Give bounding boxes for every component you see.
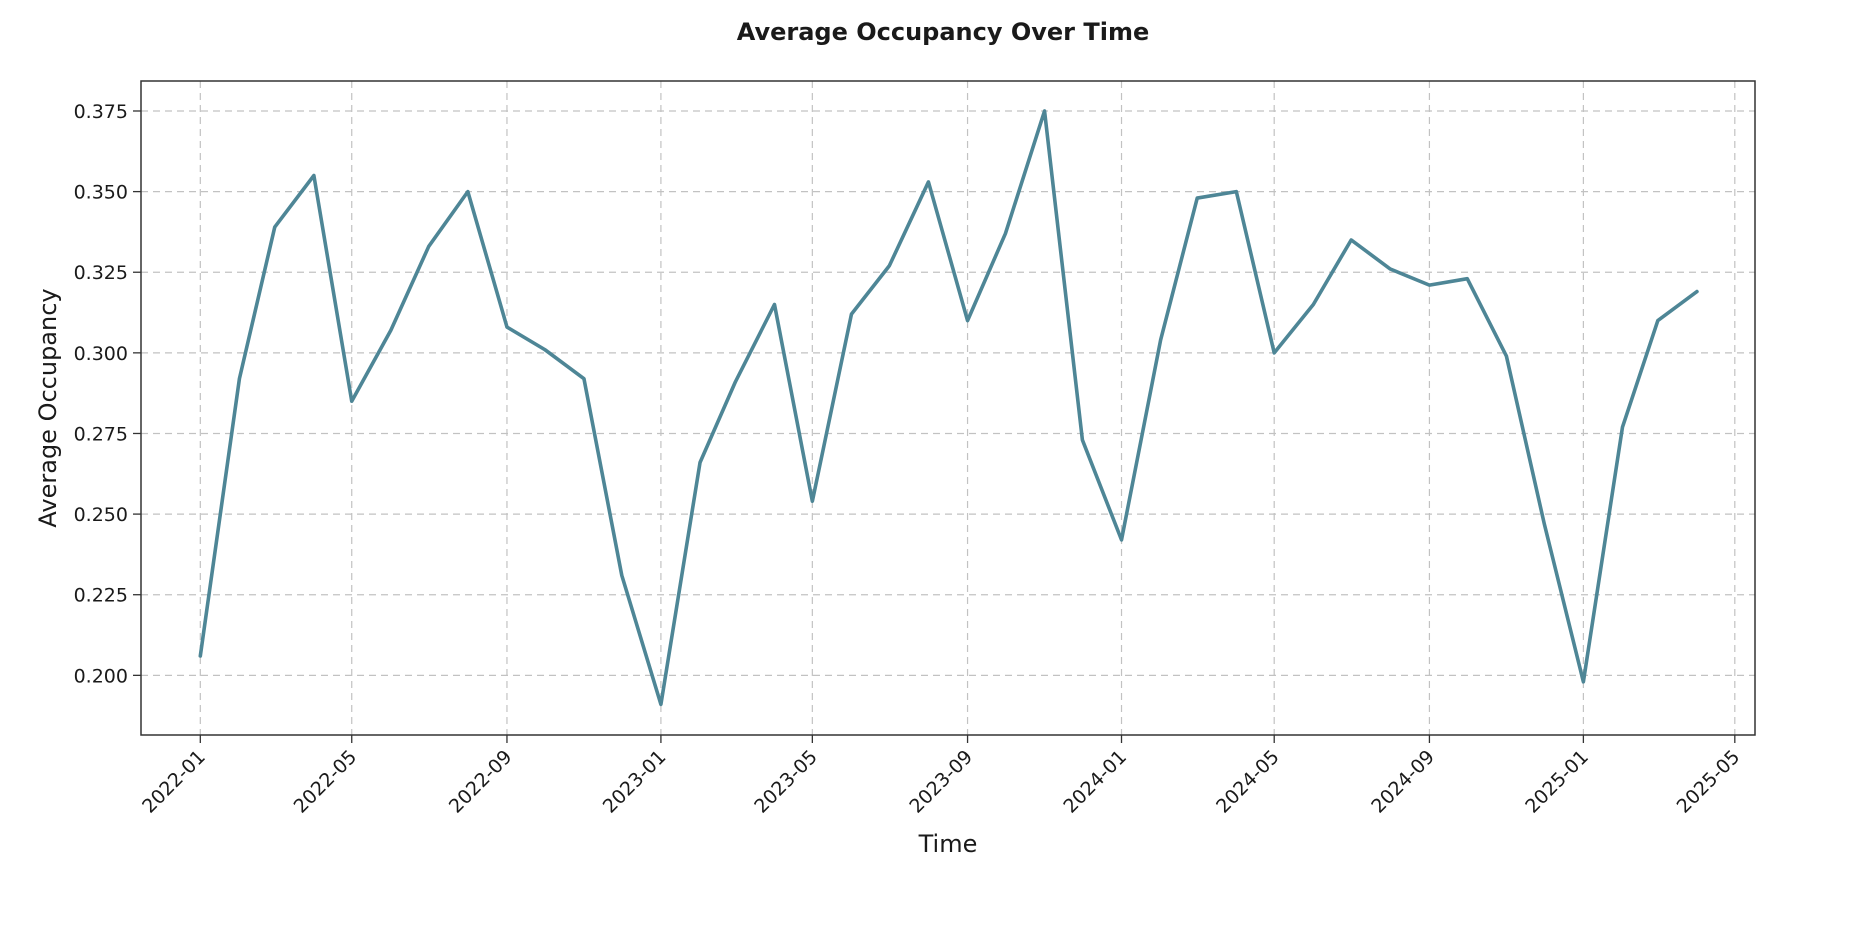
y-axis-label: Average Occupancy xyxy=(34,288,62,527)
y-tick-label: 0.250 xyxy=(74,504,128,526)
x-tick-label: 2024-05 xyxy=(1212,746,1284,818)
x-tick-label: 2025-05 xyxy=(1673,746,1745,818)
x-tick-label: 2022-05 xyxy=(290,746,362,818)
series-line xyxy=(198,109,1699,707)
x-tick-label: 2023-05 xyxy=(750,746,822,818)
x-axis-label: Time xyxy=(918,830,978,858)
x-tick-label: 2023-01 xyxy=(599,746,671,818)
y-tick-label: 0.350 xyxy=(74,182,128,204)
x-axis: 2022-01 2022-05 2022-09 2023-01 2023-05 2023-… xyxy=(138,735,1744,818)
x-tick-label: 2025-01 xyxy=(1521,746,1593,818)
y-axis: 0.200 0.225 0.250 0.275 0.300 0.325 0.350 0.375 xyxy=(74,101,141,687)
x-tick-label: 2022-09 xyxy=(445,746,517,818)
y-tick-label: 0.375 xyxy=(74,101,128,123)
y-tick-label: 0.325 xyxy=(74,262,128,284)
y-tick-label: 0.275 xyxy=(74,423,128,445)
y-tick-label: 0.200 xyxy=(74,665,128,687)
x-tick-label: 2022-01 xyxy=(138,746,210,818)
grid-lines xyxy=(141,81,1755,735)
y-tick-label: 0.225 xyxy=(74,585,128,607)
chart-title: Average Occupancy Over Time xyxy=(737,18,1150,46)
x-tick-label: 2024-09 xyxy=(1367,746,1439,818)
x-tick-label: 2024-01 xyxy=(1059,746,1131,818)
plot-area xyxy=(198,109,1699,707)
x-tick-label: 2023-09 xyxy=(905,746,977,818)
y-tick-label: 0.300 xyxy=(74,343,128,365)
plot-frame xyxy=(140,80,1756,736)
